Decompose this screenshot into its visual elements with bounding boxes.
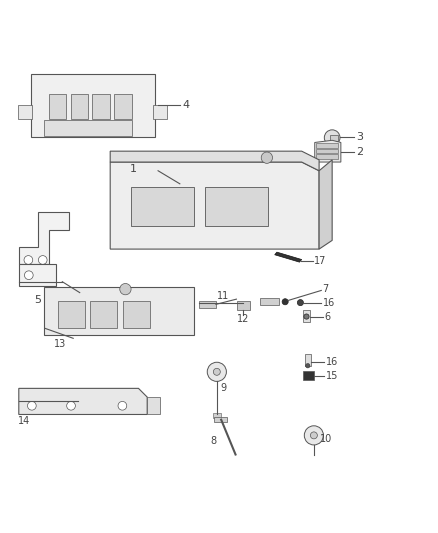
Text: 4: 4 <box>182 100 189 110</box>
Polygon shape <box>275 252 302 262</box>
Circle shape <box>304 426 323 445</box>
Circle shape <box>118 401 127 410</box>
Circle shape <box>282 298 288 305</box>
Circle shape <box>297 300 304 305</box>
Text: 2: 2 <box>356 148 363 157</box>
Text: 3: 3 <box>356 132 363 142</box>
Circle shape <box>39 256 47 264</box>
Text: 5: 5 <box>34 295 41 305</box>
Polygon shape <box>319 160 332 249</box>
Text: 13: 13 <box>53 339 66 349</box>
Circle shape <box>324 130 340 146</box>
Text: 12: 12 <box>237 314 250 324</box>
FancyBboxPatch shape <box>44 287 194 335</box>
FancyBboxPatch shape <box>18 105 32 119</box>
FancyBboxPatch shape <box>303 310 311 322</box>
Circle shape <box>25 271 33 279</box>
Text: 17: 17 <box>314 256 326 266</box>
FancyBboxPatch shape <box>45 120 132 136</box>
Text: 9: 9 <box>221 383 227 393</box>
Circle shape <box>24 256 33 264</box>
Circle shape <box>311 432 318 439</box>
FancyBboxPatch shape <box>316 149 338 154</box>
Circle shape <box>207 362 226 382</box>
FancyBboxPatch shape <box>316 154 338 159</box>
Circle shape <box>120 284 131 295</box>
FancyBboxPatch shape <box>213 413 221 418</box>
FancyBboxPatch shape <box>329 135 338 141</box>
Polygon shape <box>315 140 341 162</box>
FancyBboxPatch shape <box>316 143 338 148</box>
Text: 16: 16 <box>325 357 338 367</box>
FancyBboxPatch shape <box>114 94 131 119</box>
Text: 7: 7 <box>322 284 329 294</box>
FancyBboxPatch shape <box>237 301 250 310</box>
Polygon shape <box>147 397 160 415</box>
Polygon shape <box>19 212 69 264</box>
Polygon shape <box>110 151 319 171</box>
FancyBboxPatch shape <box>205 187 268 226</box>
FancyBboxPatch shape <box>303 372 314 380</box>
Circle shape <box>213 368 220 375</box>
FancyBboxPatch shape <box>90 301 117 328</box>
Circle shape <box>67 401 75 410</box>
Circle shape <box>261 152 272 163</box>
Text: 8: 8 <box>210 435 216 446</box>
Text: 10: 10 <box>321 434 332 445</box>
FancyBboxPatch shape <box>57 301 85 328</box>
Circle shape <box>306 364 310 368</box>
FancyBboxPatch shape <box>153 105 167 119</box>
FancyBboxPatch shape <box>214 417 227 422</box>
Circle shape <box>304 314 309 319</box>
FancyBboxPatch shape <box>199 301 216 308</box>
Text: 16: 16 <box>322 297 335 308</box>
FancyBboxPatch shape <box>49 94 66 119</box>
FancyBboxPatch shape <box>31 74 155 137</box>
FancyBboxPatch shape <box>92 94 110 119</box>
Circle shape <box>28 401 36 410</box>
FancyBboxPatch shape <box>123 301 150 328</box>
Text: 6: 6 <box>325 312 331 321</box>
Text: 11: 11 <box>217 291 229 301</box>
FancyBboxPatch shape <box>305 354 311 366</box>
FancyBboxPatch shape <box>71 94 88 119</box>
FancyBboxPatch shape <box>131 187 194 226</box>
Polygon shape <box>110 162 319 249</box>
Polygon shape <box>19 389 147 415</box>
Polygon shape <box>19 264 56 286</box>
Text: 15: 15 <box>325 371 338 381</box>
Text: 14: 14 <box>18 416 30 426</box>
Text: 1: 1 <box>130 164 137 174</box>
FancyBboxPatch shape <box>260 298 279 305</box>
